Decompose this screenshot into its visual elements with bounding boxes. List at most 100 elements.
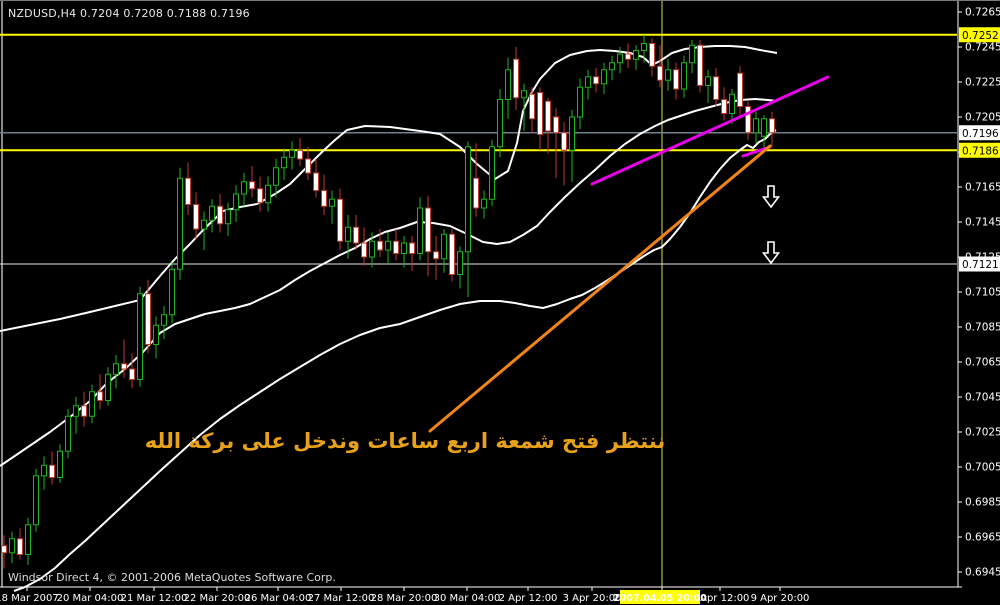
candle-bull (105, 367, 111, 406)
candle-bull (169, 262, 175, 324)
candle-bull (329, 190, 335, 224)
candle-bear (745, 101, 751, 140)
candle-bull (57, 444, 63, 483)
candle-bear (721, 87, 727, 121)
candle-bear (473, 143, 479, 217)
candle-bear (625, 43, 631, 68)
svg-text:0.7065: 0.7065 (965, 357, 1000, 369)
candle-bear (129, 353, 135, 389)
svg-text:18 Mar 2007: 18 Mar 2007 (0, 593, 59, 604)
candle-bull (345, 215, 351, 259)
candle-bull (465, 141, 471, 298)
candle-bear (377, 229, 383, 257)
svg-text:2007.04.05 20:00: 2007.04.05 20:00 (613, 593, 707, 604)
candle-bull (753, 111, 759, 144)
candle-bear (353, 215, 359, 250)
candle-bull (689, 40, 695, 74)
svg-text:0.7205: 0.7205 (965, 112, 1000, 124)
candle-bull (505, 57, 511, 119)
svg-text:0.7121: 0.7121 (962, 259, 999, 271)
candle-bear (121, 339, 127, 378)
candle-bear (305, 146, 311, 180)
candle-bear (449, 229, 455, 282)
candle-bear (561, 122, 567, 186)
candle-bull (65, 409, 71, 459)
arabic-annotation-text[interactable]: ننتظر فتح شمعة اربع ساعات وندخل على بركة… (144, 429, 666, 453)
candle-bear (185, 162, 191, 215)
bollinger-bands (0, 45, 778, 592)
svg-text:27 Mar 12:00: 27 Mar 12:00 (308, 593, 375, 604)
candle-bear (1, 535, 7, 569)
candle-bear (49, 451, 55, 485)
bollinger-upper-band (0, 45, 778, 332)
candle-bull (681, 55, 687, 98)
svg-text:0.7252: 0.7252 (962, 30, 999, 42)
price-tag-07186: 0.7186 (959, 142, 1000, 158)
candle-bull (569, 110, 575, 182)
candle-bull (369, 232, 375, 268)
price-tag-07121: 0.7121 (959, 256, 1000, 272)
svg-text:0.7145: 0.7145 (965, 217, 1000, 229)
candle-bull (201, 211, 207, 250)
candle-bull (617, 47, 623, 74)
svg-text:0.7265: 0.7265 (965, 7, 1000, 19)
svg-text:20 Mar 04:00: 20 Mar 04:00 (57, 593, 124, 604)
candle-bear (649, 38, 655, 77)
svg-text:0.7085: 0.7085 (965, 322, 1000, 334)
candle-bear (249, 166, 255, 198)
candle-bull (25, 517, 31, 565)
selected-date-tag: 2007.04.05 20:00 (613, 587, 707, 604)
svg-text:0.7045: 0.7045 (965, 392, 1000, 404)
svg-text:3 Apr 20:00: 3 Apr 20:00 (563, 593, 622, 604)
candle-bull (153, 316, 159, 359)
svg-text:0.7196: 0.7196 (962, 128, 999, 140)
svg-text:0.6945: 0.6945 (965, 567, 1000, 579)
candle-bear (529, 87, 535, 133)
svg-text:22 Mar 20:00: 22 Mar 20:00 (184, 593, 251, 604)
candle-bear (81, 391, 87, 427)
candle-bull (705, 69, 711, 103)
candle-bear (737, 66, 743, 116)
candle-bear (593, 68, 599, 93)
orange-trendline[interactable] (428, 144, 772, 433)
candle-bear (425, 195, 431, 277)
candle-bull (761, 115, 767, 151)
candle-bull (33, 468, 39, 532)
candle-bull (641, 34, 647, 63)
candle-bear (513, 47, 519, 110)
svg-text:6 Apr 12:00: 6 Apr 12:00 (691, 593, 750, 604)
down-arrow-icon-2[interactable] (761, 241, 781, 265)
candle-bear (657, 45, 663, 88)
candle-bull (281, 148, 287, 180)
magenta-trendline[interactable] (590, 75, 830, 186)
copyright-text: Windsor Direct 4, © 2001-2006 MetaQuotes… (8, 571, 336, 584)
candle-bull (225, 202, 231, 236)
svg-text:0.6965: 0.6965 (965, 532, 1000, 544)
candle-bull (209, 199, 215, 233)
candle-bear (297, 138, 303, 166)
candle-bull (401, 236, 407, 268)
down-arrow-icon-1[interactable] (761, 185, 781, 209)
candle-bull (385, 232, 391, 264)
svg-text:21 Mar 12:00: 21 Mar 12:00 (121, 593, 188, 604)
candle-bull (489, 139, 495, 207)
candle-bull (601, 62, 607, 95)
svg-text:9 Apr 20:00: 9 Apr 20:00 (751, 593, 810, 604)
candle-bear (217, 194, 223, 233)
candle-bear (17, 528, 23, 560)
bollinger-lower-band (13, 129, 777, 592)
candle-bull (161, 306, 167, 340)
candle-bear (697, 40, 703, 93)
price-tag-07252: 0.7252 (959, 27, 1000, 43)
candle-bear (545, 97, 551, 154)
candle-bull (41, 456, 47, 490)
candle-bull (417, 197, 423, 261)
candlesticks (1, 34, 775, 569)
candle-bull (137, 286, 143, 387)
svg-text:0.7105: 0.7105 (965, 287, 1000, 299)
candle-bull (265, 176, 271, 212)
candle-bull (9, 531, 15, 564)
